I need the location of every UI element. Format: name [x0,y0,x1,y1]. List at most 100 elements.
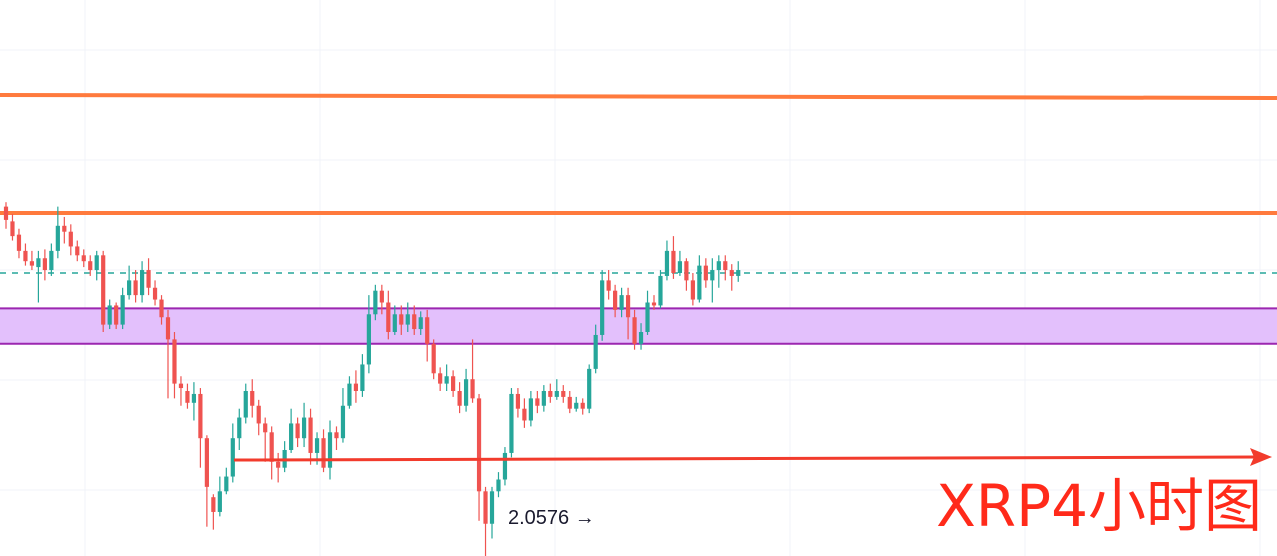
candle [172,332,177,399]
candle-body [677,261,683,273]
candle [651,295,657,310]
candle [438,367,443,391]
candle-body [217,491,222,512]
candle [593,324,598,374]
candle-body [178,383,184,389]
candles-series [3,202,741,556]
candle [528,391,533,427]
candle-body [243,391,248,418]
candle-body [224,476,229,492]
candle-body [528,398,533,421]
candle [677,250,683,276]
candle [340,388,346,443]
candle-body [133,280,138,296]
candle-body [347,383,352,406]
candle [81,249,86,268]
candle-body [651,302,657,306]
candle-body [625,295,631,318]
resistance-line-upper [0,93,1277,100]
candle-body [431,343,436,374]
candle-body [289,423,294,450]
candle-body [340,405,346,439]
candle-body [438,373,443,384]
candle [373,284,378,321]
candle [703,258,708,288]
candle [379,284,384,315]
candle-body [425,317,430,344]
candle [211,494,216,530]
candle-body [412,314,417,330]
candle-body [723,261,728,271]
candle-body [230,438,235,477]
candle [204,435,209,527]
candle-body [703,265,708,281]
candle [224,467,229,495]
candle-body [94,255,99,271]
candle [412,305,417,335]
candle-body [632,317,637,344]
candle [49,243,54,276]
candle [483,486,488,556]
support-arrow-line [233,448,1272,466]
candle [308,408,313,465]
candle-body [152,287,158,300]
candle-body [470,379,475,399]
candle-body [399,314,404,325]
candle-body [373,290,378,315]
candle [496,472,501,498]
level-lines [0,93,1277,274]
candle [101,250,106,332]
candle-body [736,270,741,276]
candle [107,299,112,330]
support-line [233,455,1259,462]
candle-body [321,438,326,468]
candle-body [502,452,508,480]
candle [613,284,618,318]
candle-body [327,432,333,468]
candle [269,426,274,480]
candle [237,408,242,450]
candle [457,382,462,414]
candle-body [114,305,119,325]
candle-body [68,231,73,247]
candle [55,206,60,259]
candle [684,258,689,291]
candle [263,417,268,462]
candle [710,258,715,303]
candle-body [561,391,566,397]
candle-body [120,295,125,325]
candle [671,236,676,279]
candle [23,243,28,266]
candle [120,287,125,330]
candle [295,417,300,448]
candle-body [75,246,80,256]
candle-body [645,302,650,332]
candle [619,287,624,318]
candle-body [3,206,9,220]
candle-body [269,432,274,462]
candle-body [185,391,190,403]
candle [178,376,184,406]
candle-body [483,491,488,524]
candle [139,261,145,303]
candle [165,309,171,399]
candle-body [263,423,268,433]
zone-fill [0,308,1277,344]
candle [418,311,423,335]
candle [489,486,495,539]
candle-body [49,250,54,271]
candle-body [457,391,462,406]
candle-body [671,250,676,273]
candle [736,261,741,282]
candle [567,391,572,414]
candle [10,214,15,241]
candle [580,398,585,415]
candle [561,385,566,403]
candle [502,447,508,486]
candle-body [392,314,397,332]
candle-body [567,396,572,409]
candle-body [308,417,313,453]
candle [282,441,287,473]
candle [217,476,222,517]
candle [690,273,695,306]
